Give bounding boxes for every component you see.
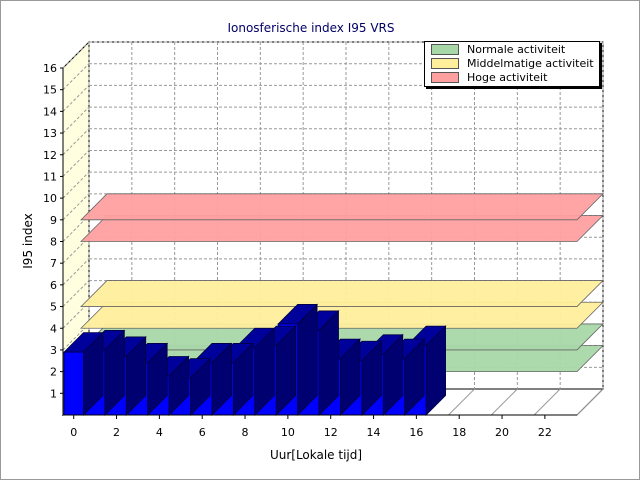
x-tick-label: 0 — [70, 426, 77, 439]
y-tick-label: 8 — [50, 236, 57, 249]
grid-line-h-side — [62, 150, 90, 177]
y-tick-label: 16 — [43, 62, 57, 75]
x-tick-label: 14 — [367, 426, 381, 439]
legend-swatch-normal — [431, 44, 459, 55]
bar — [63, 351, 84, 416]
grid-line-h-side — [62, 280, 90, 307]
x-tick-label: 18 — [452, 426, 466, 439]
y-tick-label: 10 — [43, 192, 57, 205]
grid-line-h-side — [62, 63, 90, 91]
y-tick-label: 12 — [43, 149, 57, 162]
x-axis-label: Uur[Lokale tijd] — [270, 448, 362, 462]
grid-line-h-side — [62, 128, 90, 156]
band-top-1 — [80, 280, 604, 307]
x-tick-label: 22 — [538, 426, 552, 439]
grid-line-h-side — [62, 41, 90, 69]
y-tick-label: 5 — [50, 301, 57, 314]
y-tick-label: 13 — [43, 127, 57, 140]
x-tick-label: 4 — [156, 426, 163, 439]
x-tick-label: 10 — [281, 426, 295, 439]
y-tick-label: 7 — [50, 257, 57, 270]
legend-label-high: Hoge activiteit — [467, 71, 548, 84]
chart-title: Ionosferische index I95 VRS — [227, 21, 394, 35]
x-tick-label: 12 — [324, 426, 338, 439]
legend-swatch-medium — [431, 58, 459, 69]
grid-line-h-side — [62, 85, 90, 112]
grid-line-floor — [533, 388, 561, 416]
legend: Normale activiteit Middelmatige activite… — [424, 41, 600, 87]
grid-line-floor — [490, 388, 518, 416]
x-tick-label: 8 — [242, 426, 249, 439]
grid-line-h-side — [62, 171, 90, 199]
grid-line-h-side — [62, 106, 90, 134]
legend-label-normal: Normale activiteit — [467, 43, 566, 56]
x-tick-label: 2 — [113, 426, 120, 439]
legend-label-medium: Middelmatige activiteit — [467, 57, 594, 70]
y-tick-label: 1 — [50, 387, 57, 400]
grid-line-h-side — [62, 258, 90, 286]
grid-line-floor — [448, 388, 475, 416]
y-tick-label: 15 — [43, 84, 57, 97]
grid-line-floor — [576, 388, 604, 416]
y-tick-label: 14 — [43, 105, 57, 118]
y-tick-label: 6 — [50, 279, 57, 292]
band-1 — [80, 301, 604, 329]
legend-swatch-high — [431, 72, 459, 83]
x-tick-label: 16 — [409, 426, 423, 439]
y-tick-label: 9 — [50, 214, 57, 227]
grid-line-h-side — [62, 193, 90, 221]
y-tick-label: 2 — [50, 366, 57, 379]
x-tick-label: 20 — [495, 426, 509, 439]
y-tick-label: 3 — [50, 344, 57, 357]
band-top-2 — [80, 193, 604, 221]
x-tick-label: 6 — [199, 426, 206, 439]
y-tick-label: 4 — [50, 322, 57, 335]
y-tick-label: 11 — [43, 170, 57, 183]
y-axis-label: I95 index — [21, 213, 35, 268]
band-2 — [80, 215, 604, 242]
